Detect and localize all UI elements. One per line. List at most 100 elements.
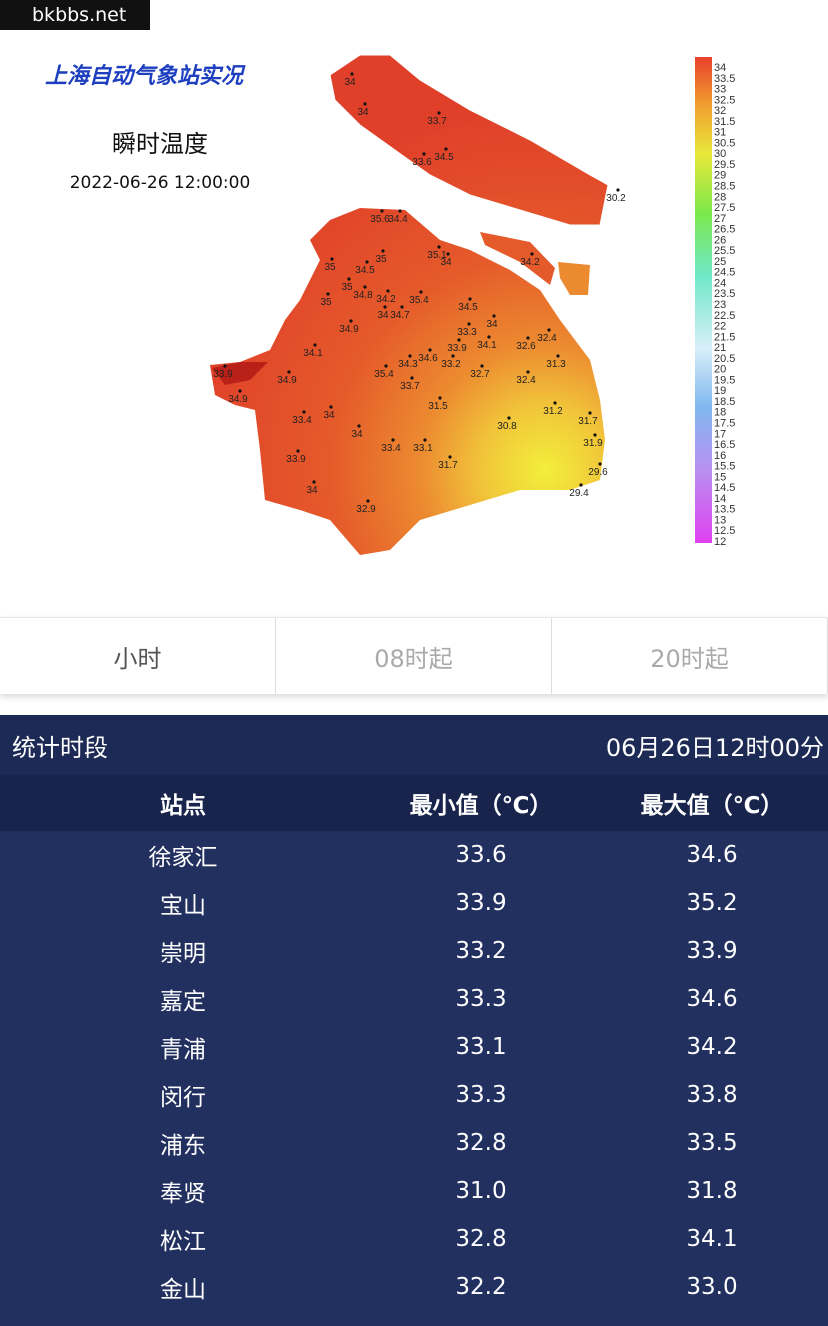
table-cell: 浦东: [160, 1133, 206, 1159]
period-bar: 统计时段 06月26日12时00分: [0, 715, 828, 775]
table-row: 青浦 33.1 34.2: [0, 1023, 828, 1071]
table-cell: 31.0: [455, 1178, 507, 1204]
station-value: 34: [357, 107, 369, 118]
legend-label: 30: [714, 148, 726, 160]
table-cell: 33.9: [686, 938, 738, 964]
station-value: 34.1: [303, 348, 323, 359]
table-row: 宝山 33.9 35.2: [0, 879, 828, 927]
station-dot: [480, 364, 484, 368]
island: [480, 232, 555, 285]
legend-label: 23: [714, 299, 726, 311]
table-cell: 34.6: [686, 842, 738, 868]
station-value: 34.5: [355, 265, 375, 276]
period-value: 06月26日12时00分: [605, 733, 824, 762]
legend-label: 21.5: [714, 331, 735, 343]
station-dot: [366, 499, 370, 503]
table-cell: 金山: [160, 1277, 206, 1303]
station-dot: [419, 290, 423, 294]
map-time: 2022-06-26 12:00:00: [70, 173, 251, 193]
table-cell: 33.8: [686, 1082, 738, 1108]
station-value: 35.4: [409, 295, 429, 306]
station-value: 31.5: [428, 401, 448, 412]
station-dot: [457, 338, 461, 342]
station-value: 34: [306, 485, 318, 496]
period-label: 统计时段: [12, 733, 108, 762]
station-dot: [384, 364, 388, 368]
station-value: 34.3: [398, 359, 418, 370]
station-value: 34.2: [376, 294, 396, 305]
station-dot: [526, 336, 530, 340]
station-dot: [530, 252, 534, 256]
legend-label: 20: [714, 364, 726, 376]
station-value: 34: [440, 257, 452, 268]
station-dot: [428, 348, 432, 352]
legend-label: 26: [714, 234, 726, 246]
legend-label: 25.5: [714, 245, 735, 257]
table-cell: 31.8: [686, 1178, 738, 1204]
station-value: 31.9: [583, 438, 603, 449]
station-value: 29.4: [569, 488, 589, 499]
station-value: 32.4: [516, 375, 536, 386]
station-value: 33.6: [412, 157, 432, 168]
station-value: 32.4: [537, 333, 557, 344]
table-cell: 35.2: [686, 890, 738, 916]
table-cell: 嘉定: [160, 989, 206, 1015]
table-cell: 崇明: [160, 941, 206, 967]
station-dot: [408, 354, 412, 358]
station-value: 34.6: [418, 353, 438, 364]
station-dot: [313, 343, 317, 347]
chongming-island: [329, 54, 609, 226]
station-dot: [386, 289, 390, 293]
station-dot: [400, 305, 404, 309]
station-value: 34.9: [339, 324, 359, 335]
station-value: 34.9: [277, 375, 297, 386]
station-dot: [446, 252, 450, 256]
tab[interactable]: 20时起: [552, 618, 828, 694]
tab[interactable]: 小时: [0, 618, 276, 694]
station-dot: [492, 314, 496, 318]
legend-label: 13.5: [714, 504, 735, 516]
station-dot: [448, 455, 452, 459]
station-value: 35.6: [370, 214, 390, 225]
station-dot: [553, 401, 557, 405]
station-value: 33.7: [400, 381, 420, 392]
station-dot: [438, 396, 442, 400]
station-dot: [451, 354, 455, 358]
tab[interactable]: 08时起: [276, 618, 552, 694]
table-cell: 33.1: [455, 1034, 507, 1060]
station-dot: [593, 433, 597, 437]
station-value: 29.6: [588, 467, 608, 478]
station-dot: [330, 257, 334, 261]
station-dot: [526, 370, 530, 374]
table-cell: 33.5: [686, 1130, 738, 1156]
station-value: 35.1: [427, 250, 447, 261]
station-value: 33.4: [381, 443, 401, 454]
station-value: 32.7: [470, 369, 490, 380]
table-cell: 32.8: [455, 1226, 507, 1252]
station-dot: [363, 285, 367, 289]
watermark: bkbbs.net: [0, 0, 150, 30]
station-dot: [223, 364, 227, 368]
legend-label: 29.5: [714, 159, 735, 171]
legend-label: 29: [714, 170, 726, 182]
station-dot: [347, 277, 351, 281]
legend-label: 34: [714, 62, 726, 74]
legend-label: 15.5: [714, 461, 735, 473]
column-header: 站点: [160, 793, 206, 819]
legend-label: 28.5: [714, 181, 735, 193]
legend-label: 27: [714, 213, 726, 225]
legend-label: 32.5: [714, 94, 735, 106]
station-dot: [468, 297, 472, 301]
legend-label: 30.5: [714, 137, 735, 149]
table-cell: 34.1: [686, 1226, 738, 1252]
table-cell: 33.3: [455, 986, 507, 1012]
table-row: 浦东 32.8 33.5: [0, 1119, 828, 1167]
station-value: 35: [375, 254, 387, 265]
station-dot: [349, 319, 353, 323]
table-body: 徐家汇 33.6 34.6 宝山 33.9 35.2 崇明 33.2 33.9 嘉定 33.3 34.…: [0, 831, 828, 1311]
legend-label: 18: [714, 407, 726, 419]
station-value: 33.1: [413, 443, 433, 454]
station-value: 35.4: [374, 369, 394, 380]
stats-table: 统计时段 06月26日12时00分 站点 最小值（℃） 最大值（℃） 徐家汇 33.6 3…: [0, 715, 828, 1326]
